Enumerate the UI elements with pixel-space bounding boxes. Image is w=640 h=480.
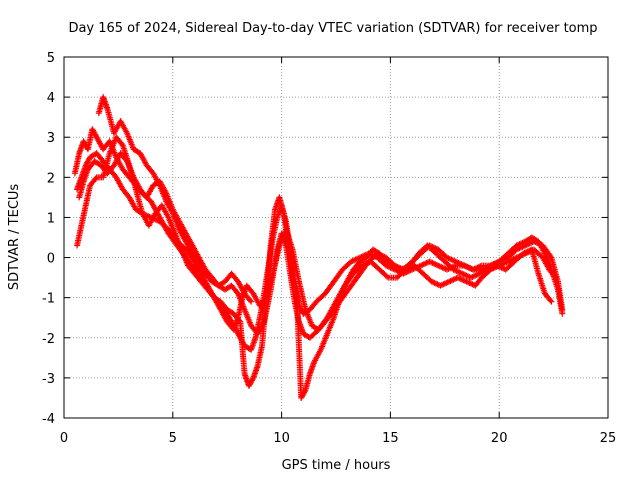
data-point [249,376,256,383]
data-points [71,94,566,401]
y-tick-label: -2 [42,332,55,347]
data-point [247,297,254,304]
y-tick-label: 0 [47,252,55,267]
series-track-d [74,134,555,401]
data-point [552,274,559,281]
y-axis: -4 -3 -2 -1 0 1 2 3 4 5 [42,51,608,427]
x-axis-label: GPS time / hours [282,458,391,473]
data-point [547,297,554,304]
series-track-c [76,150,559,341]
x-tick-label: 5 [169,431,177,446]
x-tick-label: 15 [382,431,399,446]
chart-title: Day 165 of 2024, Sidereal Day-to-day VTE… [68,21,597,36]
data-point [118,140,125,147]
y-tick-label: -4 [42,412,55,427]
data-point [92,175,99,182]
x-axis: 0 5 10 15 20 25 [60,57,616,446]
data-point [301,388,308,395]
y-tick-label: 5 [47,51,55,66]
data-point [559,310,566,317]
plot-frame [63,56,609,419]
y-axis-label: SDTVAR / TECUs [7,184,22,291]
data-point [551,273,558,280]
x-tick-label: 20 [491,431,508,446]
y-tick-label: 3 [47,131,55,146]
data-point [548,298,555,305]
y-tick-label: -1 [42,292,55,307]
series-track-e [95,94,255,305]
y-tick-label: 1 [47,211,55,226]
x-tick-label: 0 [60,431,68,446]
y-tick-label: 2 [47,171,55,186]
data-point [236,317,243,324]
data-point [248,298,255,305]
x-tick-label: 25 [600,431,617,446]
y-tick-label: -3 [42,372,55,387]
x-tick-label: 10 [273,431,290,446]
data-point [383,273,390,280]
grid-lines [64,57,608,418]
y-tick-label: 4 [47,91,55,106]
